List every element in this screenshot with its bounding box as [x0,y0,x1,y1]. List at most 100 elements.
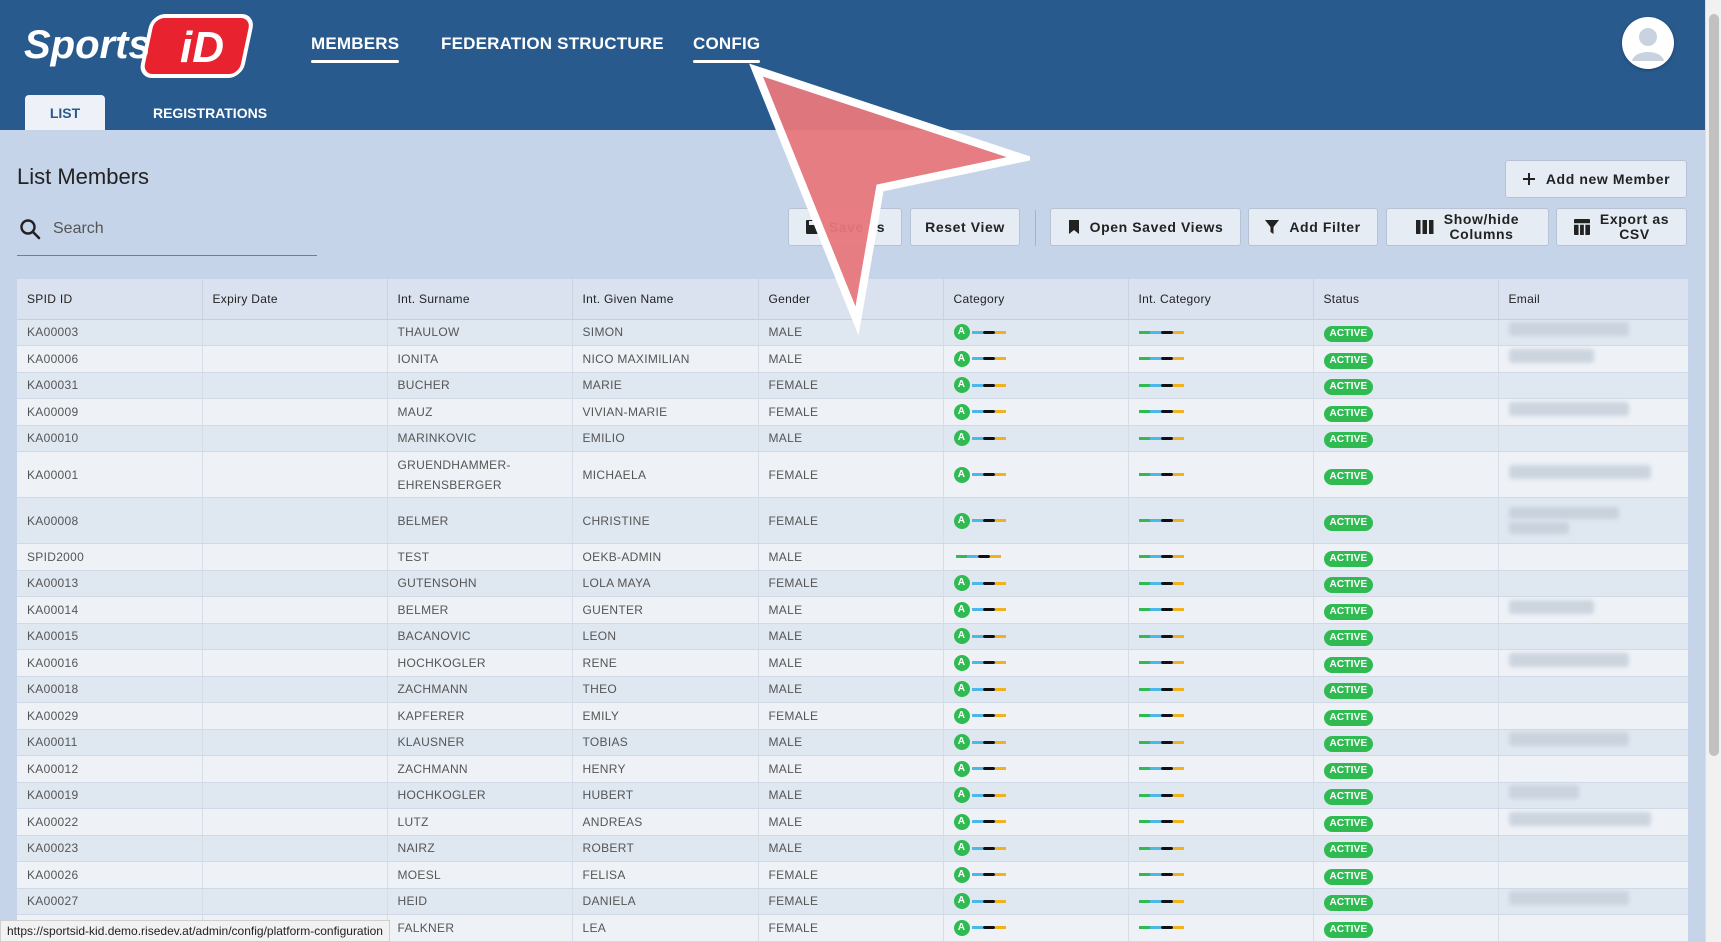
table-row[interactable]: KA00001 GRUENDHAMMER-EHRENSBERGER MICHAELA… [17,451,1688,498]
show-hide-columns-button[interactable]: Show/hide Columns [1386,208,1549,246]
cell-int-category [1128,497,1314,544]
columns-icon [1415,220,1434,234]
add-filter-button[interactable]: Add Filter [1248,208,1378,246]
cell-status: ACTIVE [1313,676,1499,703]
cell-status: ACTIVE [1313,345,1499,373]
category-color-bars-icon [971,410,1006,414]
scrollbar-thumb[interactable] [1709,14,1719,756]
table-row[interactable]: KA00016 HOCHKOGLER RENE MALE A ACTIVE [17,649,1688,677]
export-csv-button[interactable]: Export as CSV [1556,208,1687,246]
status-badge: ACTIVE [1323,405,1374,422]
table-row[interactable]: KA00010 MARINKOVIC EMILIO MALE A ACTIVE [17,425,1688,452]
column-header-int-category[interactable]: Int. Category [1128,279,1314,320]
tab-registrations[interactable]: REGISTRATIONS [152,104,268,121]
cell-expiry-date [202,623,388,650]
category-color-bars-icon [971,357,1006,361]
search-input[interactable] [53,216,303,242]
cell-expiry-date [202,729,388,756]
category-badge: A [953,813,970,830]
category-badge: A [953,377,970,394]
nav-config[interactable]: CONFIG [693,34,761,63]
cell-int-given-name: NICO MAXIMILIAN [572,345,759,373]
tab-list[interactable]: LIST [25,95,105,130]
int-category-color-bars-icon [1138,555,1313,559]
table-row[interactable]: KA00009 MAUZ VIVIAN-MARIE FEMALE A ACTIVE [17,398,1688,426]
category-color-bars-icon [971,926,1006,930]
filter-icon [1265,220,1280,234]
column-header-int-surname[interactable]: Int. Surname [387,279,573,320]
category-indicator: A [953,707,1128,724]
cell-gender: FEMALE [758,398,944,426]
table-row[interactable]: KA00026 MOESL FELISA FEMALE A ACTIVE [17,861,1688,889]
save-as-label: Save as [828,218,886,235]
column-header-expiry-date[interactable]: Expiry Date [202,279,388,320]
cell-category: A [943,888,1129,915]
cell-int-category [1128,345,1314,373]
nav-federation-structure[interactable]: FEDERATION STRUCTURE [441,34,664,53]
cell-expiry-date [202,755,388,783]
cell-gender: MALE [758,782,944,809]
table-row[interactable]: KA00023 NAIRZ ROBERT MALE A ACTIVE [17,835,1688,862]
logo-id: iD [180,23,224,72]
save-as-button[interactable]: Save as [788,208,902,246]
column-header-gender[interactable]: Gender [758,279,944,320]
cell-category: A [943,596,1129,624]
table-row[interactable]: KA00031 BUCHER MARIE FEMALE A ACTIVE [17,372,1688,399]
cell-gender: FEMALE [758,861,944,889]
int-category-color-bars-icon [1138,661,1313,665]
int-category-color-bars-icon [1138,793,1313,797]
table-row[interactable]: KA00019 HOCHKOGLER HUBERT MALE A ACTIVE [17,782,1688,809]
table-row[interactable]: KA00012 ZACHMANN HENRY MALE A ACTIVE [17,755,1688,783]
category-badge: A [953,512,970,529]
cell-status: ACTIVE [1313,497,1499,544]
sportsid-logo[interactable]: Sports iD [24,12,256,80]
category-color-bars-icon [971,767,1006,771]
cell-status: ACTIVE [1313,835,1499,862]
table-row[interactable]: KA00022 LUTZ ANDREAS MALE A ACTIVE [17,808,1688,836]
table-row[interactable]: KA00015 BACANOVIC LEON MALE A ACTIVE [17,623,1688,650]
members-table-container[interactable]: SPID ID Expiry Date Int. Surname Int. Gi… [17,279,1688,942]
column-header-spid-id[interactable]: SPID ID [17,279,203,320]
search-field[interactable] [17,210,317,256]
cell-expiry-date [202,596,388,624]
status-badge: ACTIVE [1323,736,1374,753]
cell-gender: MALE [758,623,944,650]
add-new-member-button[interactable]: Add new Member [1505,160,1687,198]
table-row[interactable]: KA00013 GUTENSOHN LOLA MAYA FEMALE A ACTIVE [17,570,1688,597]
cell-category: A [943,729,1129,756]
table-row[interactable]: KA00029 KAPFERER EMILY FEMALE A ACTIVE [17,702,1688,730]
cell-status: ACTIVE [1313,543,1499,571]
page-scrollbar[interactable] [1705,0,1721,942]
table-row[interactable]: KA00011 KLAUSNER TOBIAS MALE A ACTIVE [17,729,1688,756]
category-badge: A [953,760,970,777]
cell-spid-id: KA00006 [17,345,203,373]
category-badge: A [953,919,970,936]
browser-status-url: https://sportsid-kid.demo.risedev.at/adm… [0,920,390,942]
column-header-int-given-name[interactable]: Int. Given Name [572,279,759,320]
nav-members[interactable]: MEMBERS [311,34,400,63]
cell-int-surname: ZACHMANN [387,755,573,783]
cell-status: ACTIVE [1313,451,1499,498]
column-header-status[interactable]: Status [1313,279,1499,320]
table-row[interactable]: SPID2000 TEST OEKB-ADMIN MALE ACTIVE [17,543,1688,571]
open-saved-views-button[interactable]: Open Saved Views [1050,208,1241,246]
cell-spid-id: KA00015 [17,623,203,650]
cell-gender: FEMALE [758,914,944,942]
reset-view-button[interactable]: Reset View [910,208,1020,246]
table-row[interactable]: KA00018 ZACHMANN THEO MALE A ACTIVE [17,676,1688,703]
category-color-bars-icon [971,608,1006,612]
table-row[interactable]: KA00003 THAULOW SIMON MALE A ACTIVE [17,319,1688,346]
table-row[interactable]: KA00006 IONITA NICO MAXIMILIAN MALE A ACTIVE [17,345,1688,373]
table-row[interactable]: KA00027 HEID DANIELA FEMALE A ACTIVE [17,888,1688,915]
cell-int-surname: MARINKOVIC [387,425,573,452]
user-avatar[interactable] [1622,17,1674,69]
table-row[interactable]: KA00014 BELMER GUENTER MALE A ACTIVE [17,596,1688,624]
status-badge: ACTIVE [1323,815,1374,832]
show-hide-columns-text: Show/hide Columns [1444,212,1519,242]
column-header-category[interactable]: Category [943,279,1129,320]
email-redacted [1508,507,1619,519]
category-indicator: A [953,601,1128,618]
cell-int-surname: MAUZ [387,398,573,426]
column-header-email[interactable]: Email [1498,279,1688,320]
table-row[interactable]: KA00008 BELMER CHRISTINE FEMALE A ACTIVE [17,497,1688,544]
